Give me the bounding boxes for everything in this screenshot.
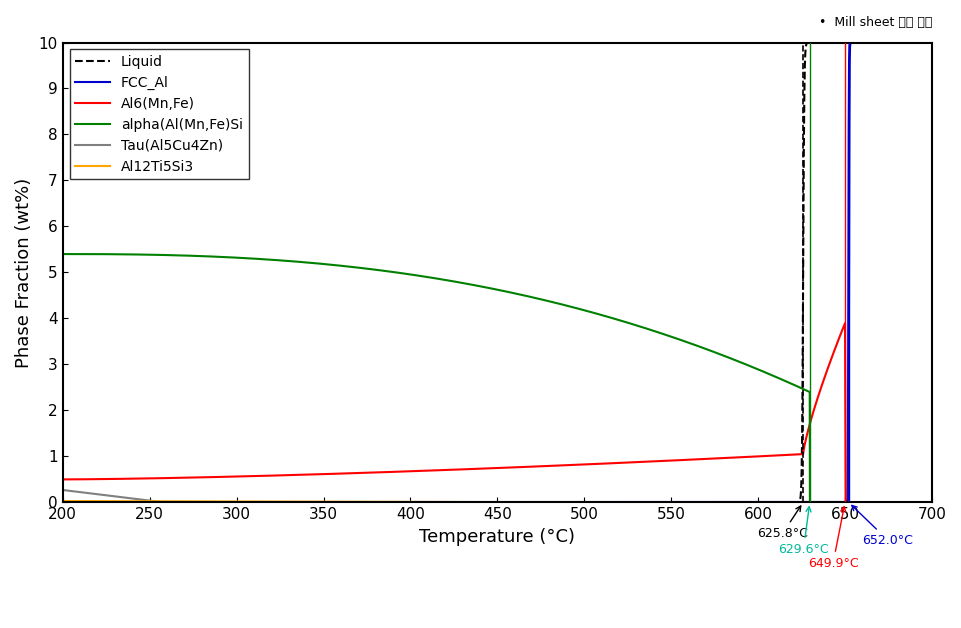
FCC_Al <box>579 499 590 506</box>
Tau(Al5Cu4Zn) <box>772 499 783 506</box>
FCC_Al <box>926 39 938 46</box>
Text: •  Mill sheet 조성 기준: • Mill sheet 조성 기준 <box>819 16 932 29</box>
alpha(Al(Mn,Fe)Si <box>926 499 938 506</box>
Liquid <box>57 499 68 506</box>
Liquid <box>389 499 401 506</box>
Liquid <box>215 499 227 506</box>
Line: alpha(Al(Mn,Fe)Si: alpha(Al(Mn,Fe)Si <box>62 254 932 502</box>
Line: FCC_Al: FCC_Al <box>62 43 932 502</box>
Line: Al6(Mn,Fe): Al6(Mn,Fe) <box>62 323 932 502</box>
Al6(Mn,Fe) <box>772 452 783 459</box>
Al12Ti5Si3 <box>215 497 227 505</box>
Line: Tau(Al5Cu4Zn): Tau(Al5Cu4Zn) <box>62 490 932 502</box>
Liquid <box>772 499 783 506</box>
Tau(Al5Cu4Zn) <box>389 499 401 506</box>
Al6(Mn,Fe) <box>579 461 590 468</box>
alpha(Al(Mn,Fe)Si <box>772 374 783 381</box>
Text: 625.8°C: 625.8°C <box>757 506 808 540</box>
Al12Ti5Si3 <box>623 499 634 506</box>
alpha(Al(Mn,Fe)Si <box>579 306 590 314</box>
Line: Liquid: Liquid <box>62 43 932 502</box>
FCC_Al <box>389 499 401 506</box>
Liquid <box>623 499 634 506</box>
Tau(Al5Cu4Zn) <box>579 499 590 506</box>
Liquid <box>579 499 590 506</box>
Legend: Liquid, FCC_Al, Al6(Mn,Fe), alpha(Al(Mn,Fe)Si, Tau(Al5Cu4Zn), Al12Ti5Si3: Liquid, FCC_Al, Al6(Mn,Fe), alpha(Al(Mn,… <box>69 50 249 180</box>
Al12Ti5Si3 <box>579 499 590 506</box>
Al12Ti5Si3 <box>57 497 68 505</box>
Al6(Mn,Fe) <box>215 473 227 480</box>
Tau(Al5Cu4Zn) <box>926 499 938 506</box>
alpha(Al(Mn,Fe)Si <box>804 499 816 506</box>
Text: 629.6°C: 629.6°C <box>778 507 828 556</box>
Y-axis label: Phase Fraction (wt%): Phase Fraction (wt%) <box>15 177 33 367</box>
Tau(Al5Cu4Zn) <box>57 486 68 494</box>
Al6(Mn,Fe) <box>840 499 851 506</box>
Text: 649.9°C: 649.9°C <box>808 507 858 570</box>
Liquid <box>926 39 938 46</box>
alpha(Al(Mn,Fe)Si <box>57 251 68 258</box>
Al6(Mn,Fe) <box>926 499 938 506</box>
FCC_Al <box>705 499 717 506</box>
alpha(Al(Mn,Fe)Si <box>389 269 401 276</box>
alpha(Al(Mn,Fe)Si <box>705 347 717 355</box>
alpha(Al(Mn,Fe)Si <box>623 319 634 327</box>
Al6(Mn,Fe) <box>839 319 850 327</box>
Al12Ti5Si3 <box>579 499 590 506</box>
Al6(Mn,Fe) <box>57 475 68 483</box>
Tau(Al5Cu4Zn) <box>623 499 634 506</box>
Al12Ti5Si3 <box>389 498 401 506</box>
Al6(Mn,Fe) <box>705 455 717 462</box>
Al6(Mn,Fe) <box>623 459 634 467</box>
Al12Ti5Si3 <box>926 499 938 506</box>
FCC_Al <box>57 499 68 506</box>
Al12Ti5Si3 <box>705 499 717 506</box>
Tau(Al5Cu4Zn) <box>705 499 717 506</box>
Al6(Mn,Fe) <box>389 468 401 475</box>
Tau(Al5Cu4Zn) <box>158 499 169 506</box>
Text: 652.0°C: 652.0°C <box>851 506 914 547</box>
FCC_Al <box>772 499 783 506</box>
Al12Ti5Si3 <box>772 499 783 506</box>
alpha(Al(Mn,Fe)Si <box>215 253 227 261</box>
FCC_Al <box>215 499 227 506</box>
Tau(Al5Cu4Zn) <box>215 499 227 506</box>
Line: Al12Ti5Si3: Al12Ti5Si3 <box>62 501 932 502</box>
FCC_Al <box>623 499 634 506</box>
X-axis label: Temperature (°C): Temperature (°C) <box>419 528 576 546</box>
Liquid <box>705 499 717 506</box>
Liquid <box>819 39 830 46</box>
FCC_Al <box>851 39 863 46</box>
